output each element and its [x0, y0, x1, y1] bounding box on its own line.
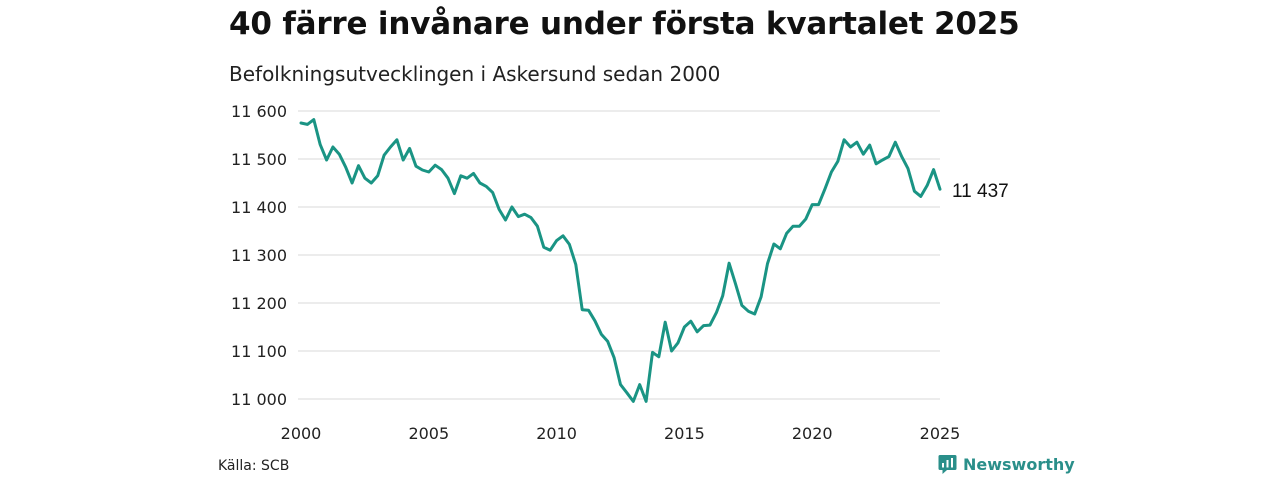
x-tick-label: 2005 [408, 424, 449, 443]
x-tick-label: 2010 [536, 424, 577, 443]
source-note: Källa: SCB [218, 458, 290, 474]
newsworthy-logo-icon [938, 455, 957, 474]
x-tick-label: 2015 [664, 424, 705, 443]
end-value-label: 11 437 [952, 181, 1009, 202]
y-tick-label: 11 200 [231, 294, 287, 313]
y-tick-label: 11 000 [231, 390, 287, 409]
x-tick-label: 2020 [792, 424, 833, 443]
chart-subtitle: Befolkningsutvecklingen i Askersund seda… [229, 62, 721, 86]
x-axis-ticks: 2000 2005 2010 2015 2020 2025 [281, 424, 961, 443]
chart-title: 40 färre invånare under första kvartalet… [229, 6, 1020, 42]
y-tick-label: 11 300 [231, 246, 287, 265]
y-tick-label: 11 400 [231, 198, 287, 217]
y-tick-label: 11 500 [231, 150, 287, 169]
brand-logo: Newsworthy [938, 454, 1075, 475]
y-tick-label: 11 100 [231, 342, 287, 361]
series-layer [299, 118, 942, 403]
y-axis-ticks: 11 000 11 100 11 200 11 300 11 400 11 500 11 6… [231, 102, 287, 409]
series-line [299, 118, 942, 403]
x-tick-label: 2025 [920, 424, 961, 443]
y-tick-label: 11 600 [231, 102, 287, 121]
brand-name: Newsworthy [963, 455, 1075, 474]
x-tick-label: 2000 [281, 424, 322, 443]
gridlines [298, 110, 940, 400]
